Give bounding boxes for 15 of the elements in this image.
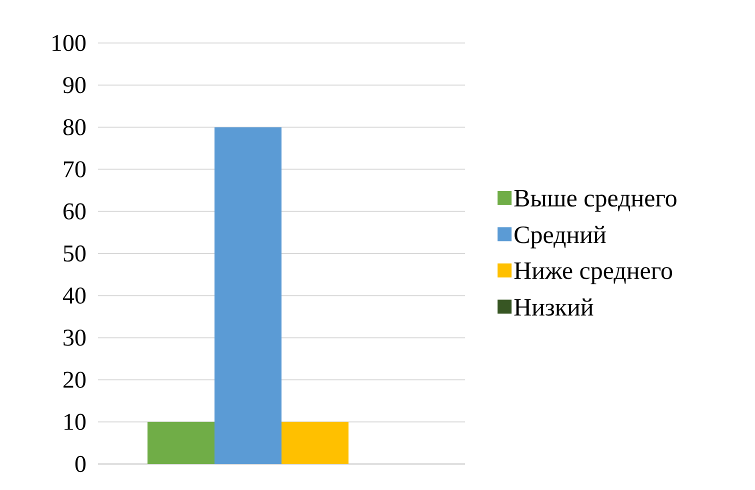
y-tick-label: 90: [63, 76, 86, 94]
y-tick-label: 100: [52, 34, 86, 52]
legend-label: Выше среднего: [514, 190, 676, 212]
y-tick-label: 30: [64, 330, 86, 346]
y-tick-label: 60: [64, 203, 86, 220]
y-tick-label: 40: [62, 287, 86, 304]
y-tick-label: 0: [75, 456, 86, 472]
y-tick-label: 10: [64, 414, 86, 430]
legend-label: Низкий: [514, 298, 594, 316]
y-tick-label: 20: [64, 372, 86, 388]
y-tick-label: 80: [63, 119, 86, 136]
legend-label: Средний: [514, 226, 606, 248]
y-tick-label: 70: [64, 161, 86, 178]
y-tick-label: 50: [64, 245, 86, 262]
legend-label: Ниже среднего: [514, 262, 672, 284]
